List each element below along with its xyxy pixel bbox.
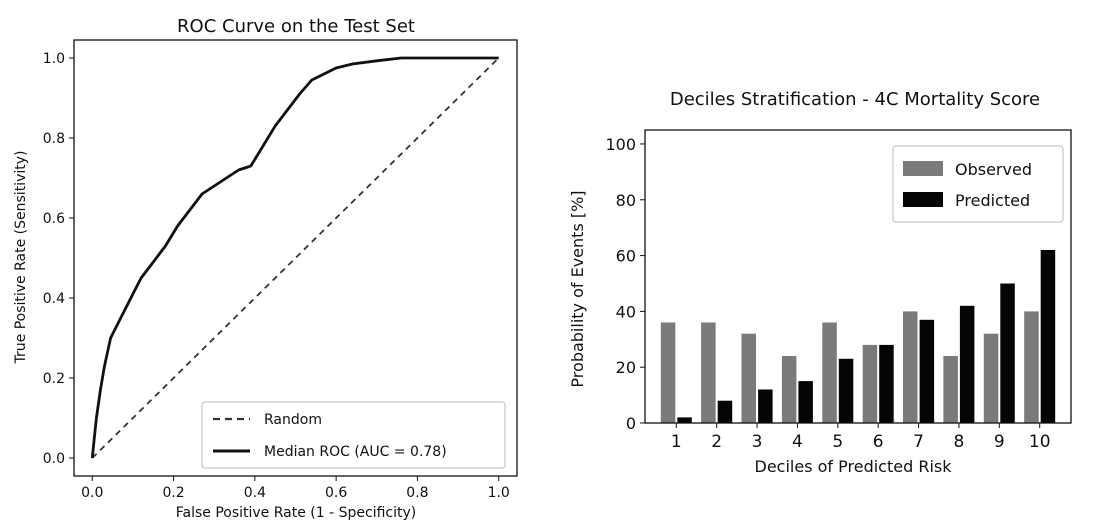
roc-chart: ROC Curve on the Test Set False Positive… (13, 16, 518, 520)
roc-x-axis-label: False Positive Rate (1 - Specificity) (176, 505, 417, 520)
deciles-observed-bar (1024, 311, 1039, 423)
deciles-x-tick-label: 3 (752, 432, 763, 452)
deciles-plot-frame (644, 129, 1072, 424)
deciles-predicted-bar (1000, 283, 1015, 423)
roc-x-tick-label: 0.2 (162, 485, 184, 501)
roc-x-tick-label: 0.0 (81, 485, 103, 501)
deciles-x-tick-label: 4 (792, 432, 803, 452)
deciles-x-axis-label: Deciles of Predicted Risk (755, 457, 953, 476)
deciles-x-tick-label: 8 (954, 432, 965, 452)
deciles-observed-bar (660, 322, 676, 423)
deciles-chart-title: Deciles Stratification - 4C Mortality Sc… (670, 89, 1040, 110)
deciles-chart: Deciles Stratification - 4C Mortality Sc… (568, 89, 1072, 476)
roc-median-curve (90, 56, 499, 459)
deciles-y-axis-label: Probability of Events [%] (568, 190, 587, 387)
deciles-observed-bar (983, 333, 999, 423)
deciles-bars (660, 250, 1056, 423)
deciles-y-tick-label: 0 (626, 414, 636, 433)
roc-x-tick-label: 0.6 (325, 485, 347, 501)
roc-y-tick-label: 0.4 (43, 291, 65, 307)
deciles-observed-bar (903, 311, 918, 423)
deciles-ticks: 0 20 40 60 80 100 1 2 3 4 5 6 7 8 9 10 (605, 135, 1050, 452)
roc-y-tick-label: 0.0 (43, 451, 65, 467)
deciles-predicted-bar (798, 381, 813, 423)
roc-y-tick-label: 1.0 (43, 51, 65, 67)
deciles-y-tick-label: 80 (616, 191, 636, 210)
deciles-legend-predicted-label: Predicted (955, 191, 1030, 210)
deciles-predicted-bar (717, 400, 733, 423)
roc-y-axis-label: True Positive Rate (Sensitivity) (13, 151, 29, 365)
deciles-y-tick-label: 40 (616, 302, 636, 321)
roc-legend-median-label: Median ROC (AUC = 0.78) (264, 444, 447, 460)
deciles-legend: Observed Predicted (892, 145, 1064, 223)
deciles-observed-bar (822, 322, 837, 423)
deciles-x-tick-label: 2 (711, 432, 722, 452)
deciles-legend-box (892, 145, 1064, 223)
deciles-observed-bar (701, 322, 716, 423)
deciles-legend-observed-label: Observed (955, 160, 1032, 179)
deciles-predicted-bar (838, 358, 854, 423)
roc-chart-title: ROC Curve on the Test Set (177, 16, 415, 37)
deciles-x-tick-label: 7 (913, 432, 924, 452)
deciles-predicted-bar (677, 417, 692, 423)
deciles-x-tick-label: 6 (873, 432, 884, 452)
deciles-observed-bar (862, 344, 878, 423)
deciles-x-tick-label: 10 (1029, 432, 1051, 452)
deciles-observed-bar (781, 356, 797, 423)
roc-x-tick-label: 0.4 (244, 485, 266, 501)
roc-x-tick-label: 0.8 (406, 485, 428, 501)
deciles-y-tick-label: 60 (616, 247, 636, 266)
roc-ticks: 0.0 0.2 0.4 0.6 0.8 1.0 0.0 0.2 0.4 0.6 0.8 1.0 (43, 51, 510, 501)
deciles-predicted-bar (919, 319, 935, 423)
roc-legend-box (201, 401, 506, 469)
roc-plot-frame (73, 39, 518, 477)
deciles-legend-observed-swatch (903, 161, 943, 176)
deciles-y-tick-label: 20 (616, 358, 636, 377)
roc-y-tick-label: 0.8 (43, 131, 65, 147)
roc-legend-random-label: Random (264, 412, 322, 428)
roc-y-tick-label: 0.6 (43, 211, 65, 227)
roc-y-tick-label: 0.2 (43, 371, 65, 387)
deciles-predicted-bar (1040, 250, 1056, 423)
deciles-observed-bar (741, 333, 756, 423)
deciles-x-tick-label: 9 (994, 432, 1005, 452)
deciles-y-tick-label: 100 (605, 135, 636, 154)
deciles-predicted-bar (879, 344, 894, 423)
deciles-predicted-bar (758, 389, 773, 423)
deciles-observed-bar (943, 356, 958, 423)
roc-random-line (91, 57, 500, 459)
deciles-x-tick-label: 5 (832, 432, 843, 452)
deciles-x-tick-label: 1 (671, 432, 682, 452)
roc-x-tick-label: 1.0 (488, 485, 510, 501)
deciles-legend-predicted-swatch (903, 192, 943, 207)
deciles-predicted-bar (959, 305, 975, 423)
roc-legend: Random Median ROC (AUC = 0.78) (201, 401, 506, 469)
roc-lines (90, 56, 500, 459)
